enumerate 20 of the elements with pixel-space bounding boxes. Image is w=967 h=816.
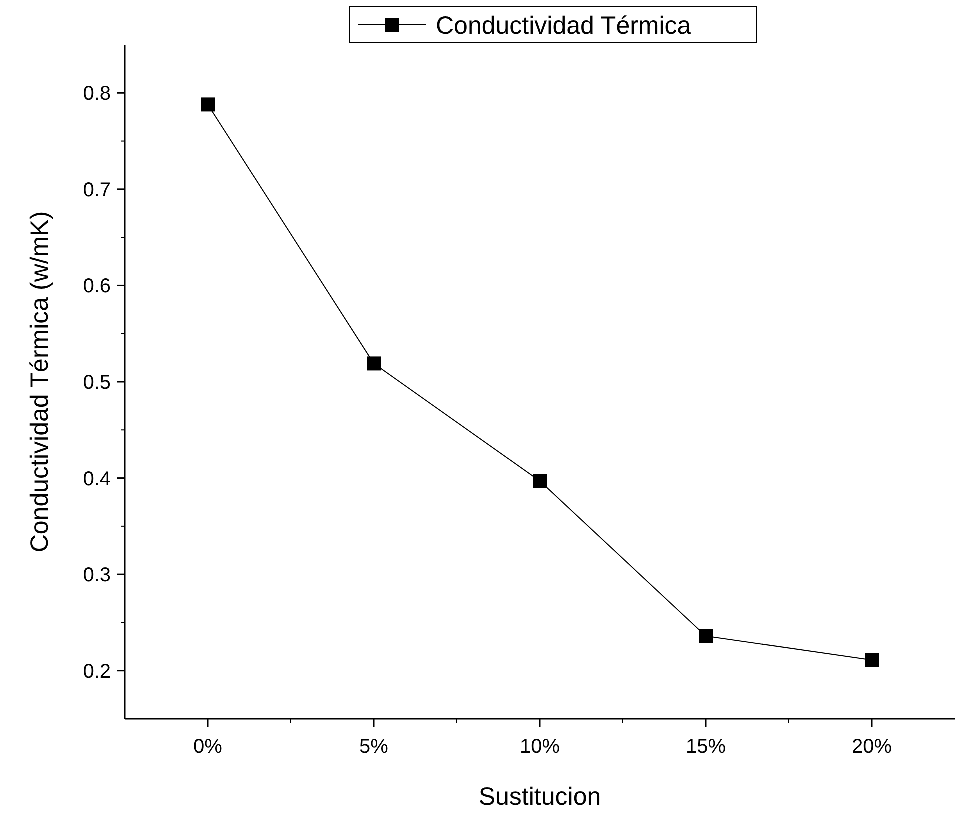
- x-tick-label: 15%: [686, 736, 726, 758]
- x-tick-label: 20%: [852, 736, 892, 758]
- point: [865, 653, 879, 668]
- x-tick-label: 10%: [520, 736, 560, 758]
- y-tick-label: 0.7: [83, 179, 111, 202]
- y-tick-label: 0.5: [83, 372, 111, 394]
- point: [699, 629, 713, 644]
- point: [201, 98, 215, 112]
- y-tick-label: 0.4: [83, 468, 111, 490]
- x-tick-label: 5%: [360, 736, 389, 758]
- x-tick-label: 0%: [194, 736, 223, 758]
- point: [533, 474, 547, 488]
- y-tick-label: 0.3: [83, 564, 111, 587]
- x-axis-title: Sustitucion: [478, 783, 602, 811]
- y-tick-label: 0.8: [83, 83, 111, 106]
- y-axis-title: Conductividad Térmica (w/mK): [26, 211, 54, 553]
- point: [367, 356, 381, 371]
- legend-label: Conductividad Térmica: [436, 12, 692, 40]
- y-tick-label: 0.2: [83, 660, 111, 683]
- y-tick-label: 0.6: [83, 276, 111, 298]
